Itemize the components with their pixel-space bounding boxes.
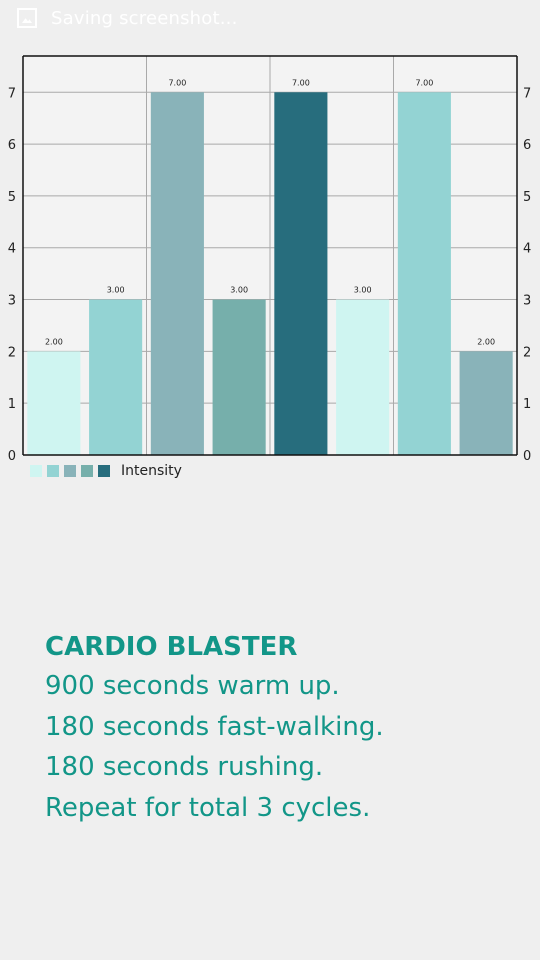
bar — [150, 92, 204, 455]
bar-value-label: 7.00 — [415, 78, 433, 87]
workout-line: 180 seconds fast-walking. — [45, 711, 384, 742]
y-tick-label-left: 1 — [8, 397, 16, 412]
chart-legend: Intensity — [30, 463, 182, 479]
y-tick-label-right: 4 — [523, 242, 531, 257]
y-tick-label-left: 5 — [8, 190, 16, 205]
y-tick-label-right: 7 — [523, 86, 531, 101]
legend-swatch — [81, 465, 93, 477]
status-text: Saving screenshot... — [51, 7, 238, 29]
bar-chart-svg: 0 0 1 1 2 2 3 3 4 4 5 5 6 6 7 7 2.00 3.00 7.00 3.00 7.00 3.00… — [8, 55, 531, 464]
legend-label: Intensity — [121, 463, 182, 479]
bar-value-label: 2.00 — [45, 337, 63, 346]
y-tick-label-left: 7 — [8, 86, 16, 101]
workout-description: CARDIO BLASTER 900 seconds warm up. 180 … — [45, 628, 515, 828]
y-tick-label-right: 5 — [523, 190, 531, 205]
y-tick-label-left: 4 — [8, 242, 16, 257]
y-tick-label-left: 6 — [8, 138, 16, 153]
bar — [27, 351, 81, 455]
y-tick-label-right: 0 — [523, 449, 531, 464]
bar — [459, 351, 513, 455]
legend-swatch — [64, 465, 76, 477]
bar-value-label: 7.00 — [292, 78, 310, 87]
y-tick-label-left: 0 — [8, 449, 16, 464]
legend-swatch — [98, 465, 110, 477]
y-tick-label-right: 1 — [523, 397, 531, 412]
workout-title: CARDIO BLASTER — [45, 632, 298, 662]
intensity-chart: 0 0 1 1 2 2 3 3 4 4 5 5 6 6 7 7 2.00 3.00 7.00 3.00 7.00 3.00… — [0, 52, 540, 492]
workout-line: Repeat for total 3 cycles. — [45, 792, 371, 823]
workout-line: 180 seconds rushing. — [45, 752, 324, 782]
workout-line: 900 seconds warm up. — [45, 671, 340, 701]
bar-value-label: 3.00 — [230, 286, 248, 295]
bar — [336, 299, 390, 455]
bar-value-label: 3.00 — [354, 286, 372, 295]
bar-value-label: 2.00 — [477, 337, 495, 346]
legend-swatch — [47, 465, 59, 477]
bar — [274, 92, 328, 455]
bar — [397, 92, 451, 455]
y-tick-label-right: 2 — [523, 345, 531, 360]
bar — [89, 299, 143, 455]
y-tick-label-left: 2 — [8, 345, 16, 360]
y-tick-label-right: 3 — [523, 294, 531, 309]
y-tick-label-left: 3 — [8, 294, 16, 309]
bar-value-label: 7.00 — [168, 78, 186, 87]
screenshot-icon — [17, 8, 37, 28]
legend-swatch — [30, 465, 42, 477]
bar — [212, 299, 266, 455]
y-tick-label-right: 6 — [523, 138, 531, 153]
bar-value-label: 3.00 — [107, 286, 125, 295]
status-bar: Saving screenshot... — [0, 0, 540, 36]
